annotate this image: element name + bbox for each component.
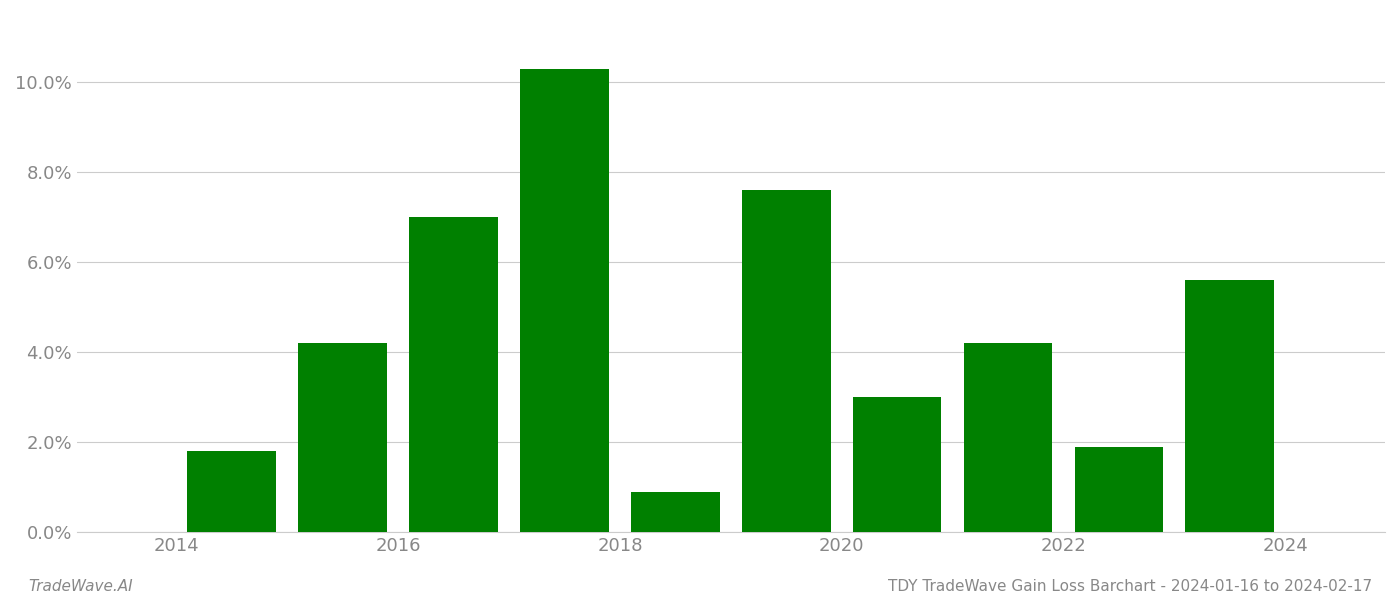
Bar: [521, 69, 609, 532]
Bar: [298, 343, 386, 532]
Bar: [742, 190, 830, 532]
Bar: [1186, 280, 1274, 532]
Bar: [409, 217, 498, 532]
Text: TDY TradeWave Gain Loss Barchart - 2024-01-16 to 2024-02-17: TDY TradeWave Gain Loss Barchart - 2024-…: [888, 579, 1372, 594]
Bar: [188, 451, 276, 532]
Bar: [853, 397, 941, 532]
Bar: [963, 343, 1053, 532]
Bar: [631, 491, 720, 532]
Text: TradeWave.AI: TradeWave.AI: [28, 579, 133, 594]
Bar: [1075, 446, 1163, 532]
